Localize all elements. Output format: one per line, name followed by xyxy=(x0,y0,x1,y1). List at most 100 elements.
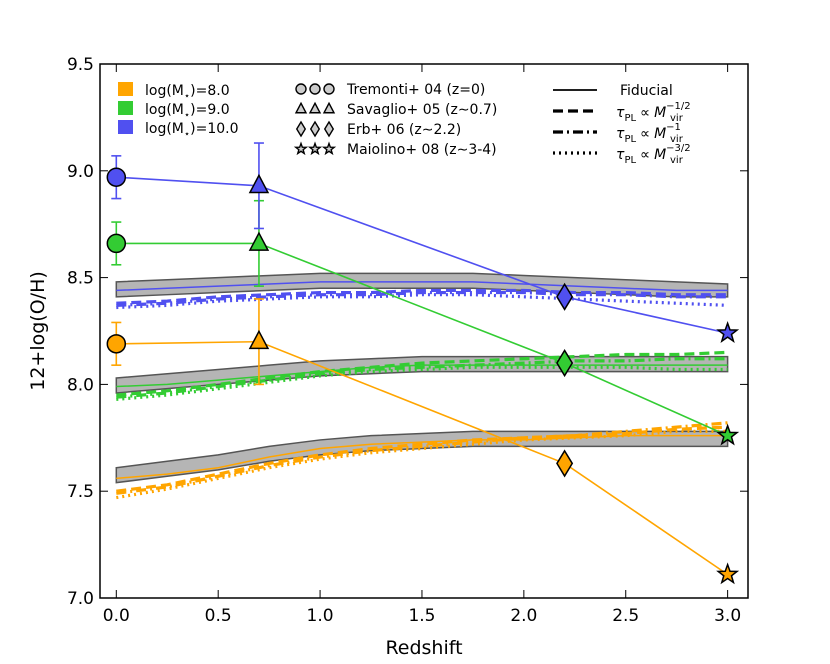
model-line-dashed-2 xyxy=(116,288,728,305)
clipped-data xyxy=(115,272,729,500)
legend-model-vir-3: vir xyxy=(670,155,684,166)
x-tick-label: 2.5 xyxy=(612,606,639,626)
legend-survey-marker-1-2 xyxy=(322,101,336,114)
math-prop: ∝ xyxy=(640,147,650,163)
model-line-dashdot-2 xyxy=(116,290,728,307)
legend-model-math-1: τPL ∝ M−1/2 xyxy=(616,101,691,124)
obs-point-1-0 xyxy=(106,233,127,254)
x-tick-label: 0.5 xyxy=(205,606,232,626)
math-pl: PL xyxy=(624,134,636,145)
legend-mass-sub: ⋆ xyxy=(184,91,190,102)
y-tick-label: 8.5 xyxy=(67,269,94,289)
legend-survey-label-0: Tremonti+ 04 (z=0) xyxy=(346,82,485,98)
math-tau: τ xyxy=(616,147,625,163)
obs-point-2-0 xyxy=(106,167,127,187)
model-line-dashdot-0 xyxy=(116,421,728,495)
legend-survey-marker-3-2 xyxy=(321,141,337,156)
legend-mass-suffix: )=8.0 xyxy=(190,83,229,99)
legend-layer: log(M⋆)=8.0log(M⋆)=9.0log(M⋆)=10.0Tremon… xyxy=(118,82,691,166)
legend-mass-swatch-0 xyxy=(118,82,133,96)
math-exp: −1/2 xyxy=(666,101,690,112)
legend-survey-marker-3-0 xyxy=(293,141,309,156)
math-pl: PL xyxy=(624,155,636,166)
x-tick-label: 3.0 xyxy=(714,606,741,626)
legend-mass-suffix: )=9.0 xyxy=(190,102,229,118)
y-axis-label: 12+log(O/H) xyxy=(27,271,49,391)
obs-point-1-1 xyxy=(248,231,270,251)
axes-frame xyxy=(99,63,749,599)
model-line-fiducial-1 xyxy=(116,364,728,388)
obs-point-2-3 xyxy=(716,321,740,343)
legend-mass-sub: ⋆ xyxy=(184,129,190,140)
legend-survey-marker-1-1 xyxy=(308,101,322,114)
obs-line-2 xyxy=(116,176,728,334)
obs-point-0-1 xyxy=(248,329,270,350)
model-line-dashdot-1 xyxy=(116,357,728,399)
legend-model-vir-1: vir xyxy=(670,113,684,124)
legend-survey-marker-2-2 xyxy=(323,120,335,138)
legend-survey-marker-0-2 xyxy=(323,83,335,95)
legend-model-math-3: τPL ∝ M−3/2 xyxy=(616,143,691,166)
legend-survey-label-1: Savaglio+ 05 (z∼0.7) xyxy=(347,102,497,118)
math-prop: ∝ xyxy=(640,126,650,142)
math-tau: τ xyxy=(616,105,625,121)
legend-mass-label-0: log(M⋆)=8.0 xyxy=(145,83,230,102)
math-m: M xyxy=(654,126,666,142)
legend-survey-marker-2-1 xyxy=(309,120,321,138)
x-tick-label: 0.0 xyxy=(103,606,130,626)
x-tick-label: 2.0 xyxy=(510,606,537,626)
obs-line-0 xyxy=(116,340,729,576)
obs-point-0-2 xyxy=(556,449,574,478)
model-line-fiducial-2 xyxy=(116,281,728,292)
obs-point-2-2 xyxy=(556,282,574,311)
legend-mass-label-1: log(M⋆)=9.0 xyxy=(145,102,230,121)
y-tick-label: 8.0 xyxy=(67,375,94,395)
obs-point-0-3 xyxy=(716,562,740,585)
math-tau: τ xyxy=(616,126,625,142)
model-line-dashed-0 xyxy=(116,425,728,493)
axes-layer: 0.0 0.5 1.0 1.5 2.0 2.5 3.0 7.0 7.5 8.0 8.5 9.0 9.5 R… xyxy=(27,55,749,659)
x-axis-label: Redshift xyxy=(385,637,462,659)
legend-mass-label-2: log(M⋆)=10.0 xyxy=(145,121,239,140)
model-line-dotted-2 xyxy=(116,293,728,310)
legend-survey-marker-2-0 xyxy=(295,120,307,138)
legend-survey-marker-1-0 xyxy=(294,101,308,114)
math-prop: ∝ xyxy=(640,105,650,121)
legend-mass-sub: ⋆ xyxy=(184,110,190,121)
legend-mass-text: log(M xyxy=(145,102,184,118)
legend-mass-swatch-1 xyxy=(118,101,133,115)
math-m: M xyxy=(654,147,666,163)
y-tick-label: 7.5 xyxy=(67,482,94,502)
legend-survey-label-2: Erb+ 06 (z∼2.2) xyxy=(347,122,461,138)
model-line-dotted-0 xyxy=(116,429,728,500)
obs-line-1 xyxy=(116,242,728,437)
math-exp: −3/2 xyxy=(666,143,690,154)
obs-point-2-1 xyxy=(248,173,270,194)
legend-mass-swatch-2 xyxy=(118,120,133,134)
math-m: M xyxy=(654,105,666,121)
y-tick-label: 9.0 xyxy=(67,162,94,182)
legend-mass-text: log(M xyxy=(145,83,184,99)
x-tick-label: 1.0 xyxy=(307,606,334,626)
legend-model-label-0: Fiducial xyxy=(620,83,673,99)
legend-model-math-2: τPL ∝ M−1 xyxy=(616,122,681,145)
model-line-fiducial-0 xyxy=(116,434,728,480)
x-tick-label: 1.5 xyxy=(408,606,435,626)
y-tick-label: 7.0 xyxy=(67,589,94,609)
legend-survey-marker-3-1 xyxy=(307,141,323,156)
data-layer xyxy=(106,142,740,585)
math-pl: PL xyxy=(624,113,636,124)
legend-model-vir-2: vir xyxy=(670,134,684,145)
obs-point-1-3 xyxy=(716,423,740,446)
y-tick-label: 9.5 xyxy=(67,55,94,75)
model-line-dashed-1 xyxy=(116,350,728,397)
legend-mass-text: log(M xyxy=(145,121,184,137)
obs-point-0-0 xyxy=(106,334,127,354)
obs-point-1-2 xyxy=(556,348,574,378)
model-line-dotted-1 xyxy=(116,365,728,401)
legend-survey-label-3: Maiolino+ 08 (z∼3-4) xyxy=(347,142,497,158)
legend-mass-suffix: )=10.0 xyxy=(190,121,238,137)
legend-survey-marker-0-1 xyxy=(309,83,321,95)
legend-survey-marker-0-0 xyxy=(295,83,307,95)
